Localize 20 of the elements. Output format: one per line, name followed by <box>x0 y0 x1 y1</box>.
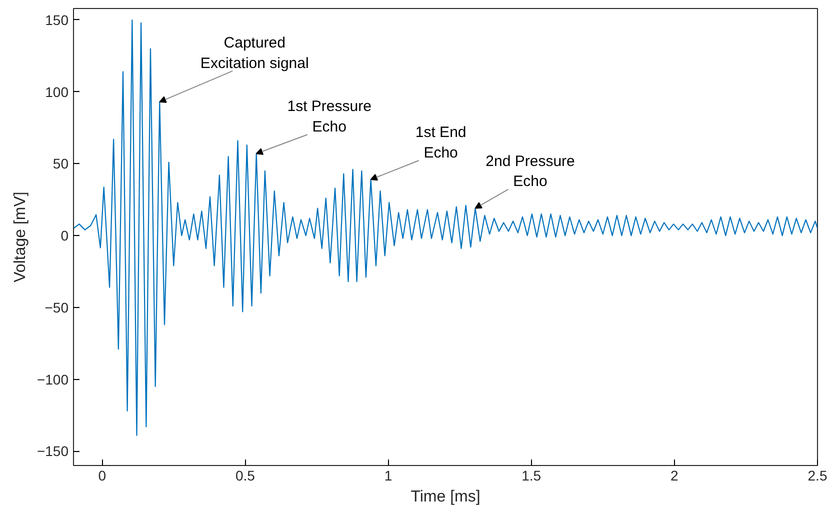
x-tick-label: 0.5 <box>235 468 256 484</box>
y-axis-title: Voltage [mV] <box>12 192 29 282</box>
x-tick-label: 1 <box>384 468 392 484</box>
annotation: 2nd Pressure Echo <box>486 152 575 190</box>
annotation: 1st Pressure Echo <box>287 98 372 136</box>
annotation: Captured Excitation signal <box>200 34 309 72</box>
annotation: 1st End Echo <box>415 124 466 162</box>
x-axis-title: Time [ms] <box>410 488 480 506</box>
y-tick-label: 50 <box>52 156 69 172</box>
y-tick-label: −50 <box>44 299 69 316</box>
y-tick-label: −100 <box>36 371 69 388</box>
line-series <box>74 19 818 436</box>
x-tick-label: 2.5 <box>808 468 828 484</box>
y-tick-label: 150 <box>45 12 69 28</box>
y-tick-label: 100 <box>45 84 69 100</box>
x-tick-label: 0 <box>98 468 106 484</box>
y-tick-label: 0 <box>60 228 69 244</box>
x-tick-label: 1.5 <box>522 468 542 484</box>
y-tick-label: −150 <box>36 443 69 460</box>
x-tick-label: 2 <box>670 468 679 484</box>
